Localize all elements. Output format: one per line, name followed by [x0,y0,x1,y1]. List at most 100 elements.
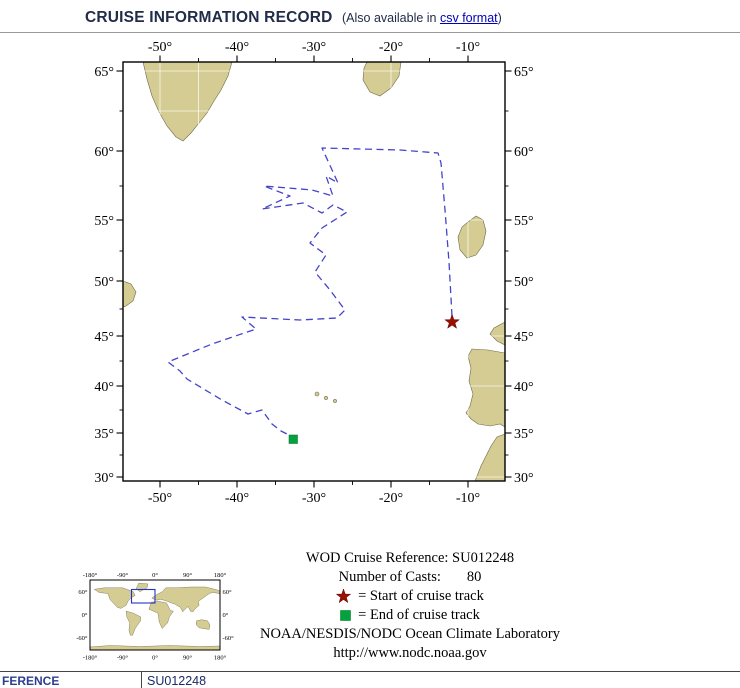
lon-tick-label: -10° [456,491,480,506]
inset-lat-label: -60° [76,635,88,642]
inset-lon-label: -180° [83,572,98,579]
inset-lon-label: 90° [183,572,193,579]
lon-tick-label: -20° [379,40,403,55]
cruise-reference-value: SU012248 [452,550,515,566]
nodc-url-line: http://www.nodc.noaa.gov [250,644,570,663]
end-of-track-marker [288,434,298,444]
lat-tick-label: 40° [514,380,534,395]
inset-lon-label: 0° [152,572,158,579]
lat-tick-label: 65° [514,65,534,80]
number-of-casts-line: Number of Casts: 80 [250,568,570,587]
end-marker-square-icon [340,610,351,621]
inset-lat-label: 60° [223,589,233,596]
cruise-reference-label: WOD Cruise Reference: [305,550,449,566]
lat-tick-label: 60° [94,145,114,160]
land-azores-island [333,399,337,403]
lon-tick-label: -10° [456,40,480,55]
lat-tick-label: 50° [514,275,534,290]
header-divider [0,32,740,33]
cruise-reference-header-text: FERENCE [2,674,60,688]
inset-lat-label: 60° [78,589,88,596]
lon-tick-label: -20° [379,491,403,506]
start-marker-star-icon [336,589,352,604]
inset-lon-label: -90° [117,655,129,662]
lat-tick-label: 65° [94,65,114,80]
land-morocco [474,433,505,481]
lat-tick-label: 35° [94,427,114,442]
lon-tick-label: -50° [148,40,172,55]
cruise-summary-table-row: FERENCE SU012248 [0,671,740,688]
land-azores-island [314,391,320,397]
cruise-reference-header-cell: FERENCE [0,672,142,688]
start-of-track-marker [444,313,461,329]
lat-tick-label: 55° [94,214,114,229]
lon-tick-label: -30° [302,491,326,506]
inset-australia [195,619,211,630]
land-iberia [465,348,505,428]
land-brittany [489,321,505,346]
inset-eurasia [151,586,220,613]
map-ticks [116,55,512,488]
latitude-labels: 65° 60° 55° 50° 45° 40° 35° 30° 65° 60° … [94,65,533,486]
inset-lat-label: 0° [223,612,229,619]
lon-tick-label: -40° [225,491,249,506]
land-newfoundland [123,280,137,308]
land-iceland [362,62,402,97]
casts-label: Number of Casts: [338,569,441,585]
page-title: CRUISE INFORMATION RECORD [85,9,333,26]
inset-lat-label: 0° [82,612,88,619]
lat-tick-label: 30° [94,471,114,486]
lat-tick-label: 55° [514,214,534,229]
lon-tick-label: -40° [225,40,249,55]
start-of-track-legend-entry: = Start of cruise track [250,587,570,606]
map-legend: WOD Cruise Reference: SU012248 Number of… [250,549,570,663]
wod-cruise-reference-line: WOD Cruise Reference: SU012248 [250,549,570,568]
lon-tick-label: -30° [302,40,326,55]
square-glyph [340,610,351,621]
lat-tick-label: 60° [514,145,534,160]
inset-lon-label: -90° [117,572,129,579]
csv-format-link[interactable]: csv format [439,11,498,25]
main-map: -50° -40° -30° -20° -10° -50° -40° -30° … [94,40,533,506]
lat-tick-label: 45° [94,330,114,345]
lat-tick-label: 45° [514,330,534,345]
cruise-track-line [167,147,453,437]
inset-lon-label: 90° [183,655,193,662]
land-masses [123,62,505,481]
inset-south-america [125,610,141,636]
map-graticule [123,62,505,481]
lat-tick-label: 30° [514,471,534,486]
organization-name: NOAA/NESDIS/NODC Ocean Climate Laborator… [259,626,560,642]
inset-land [89,582,221,651]
world-overview-inset: -180° -90° 0° 90° 180° -180° -90° 0° 90°… [76,572,234,662]
lon-tick-label: -50° [148,491,172,506]
lat-tick-label: 35° [514,427,534,442]
inset-lon-label: 180° [214,655,227,662]
csv-note-prefix: (Also available in [342,11,440,25]
casts-value: 80 [466,569,482,585]
inset-lon-label: -180° [83,655,98,662]
end-of-track-label: = End of cruise track [358,607,480,623]
organization-line: NOAA/NESDIS/NODC Ocean Climate Laborator… [250,625,570,644]
cruise-reference-value-cell: SU012248 [142,672,206,688]
star-glyph [336,589,352,604]
inset-north-america [93,587,136,609]
lat-tick-label: 40° [94,380,114,395]
land-greenland [142,62,233,142]
csv-note-suffix: ) [497,11,502,25]
inset-frame [89,579,221,651]
land-azores-island [324,396,328,400]
inset-lon-label: 180° [214,572,227,579]
inset-africa [148,601,174,629]
page-header: CRUISE INFORMATION RECORD (Also availabl… [85,9,502,27]
longitude-labels: -50° -40° -30° -20° -10° -50° -40° -30° … [148,40,480,506]
end-of-track-legend-entry: = End of cruise track [250,606,570,625]
nodc-url: http://www.nodc.noaa.gov [333,645,487,661]
inset-tick-labels: -180° -90° 0° 90° 180° -180° -90° 0° 90°… [76,572,234,662]
inset-lat-label: -60° [223,635,235,642]
inset-lon-label: 0° [152,655,158,662]
csv-availability-note: (Also available in csv format) [342,11,502,25]
cruise-reference-value-text: SU012248 [147,674,207,688]
land-ireland [457,215,487,259]
